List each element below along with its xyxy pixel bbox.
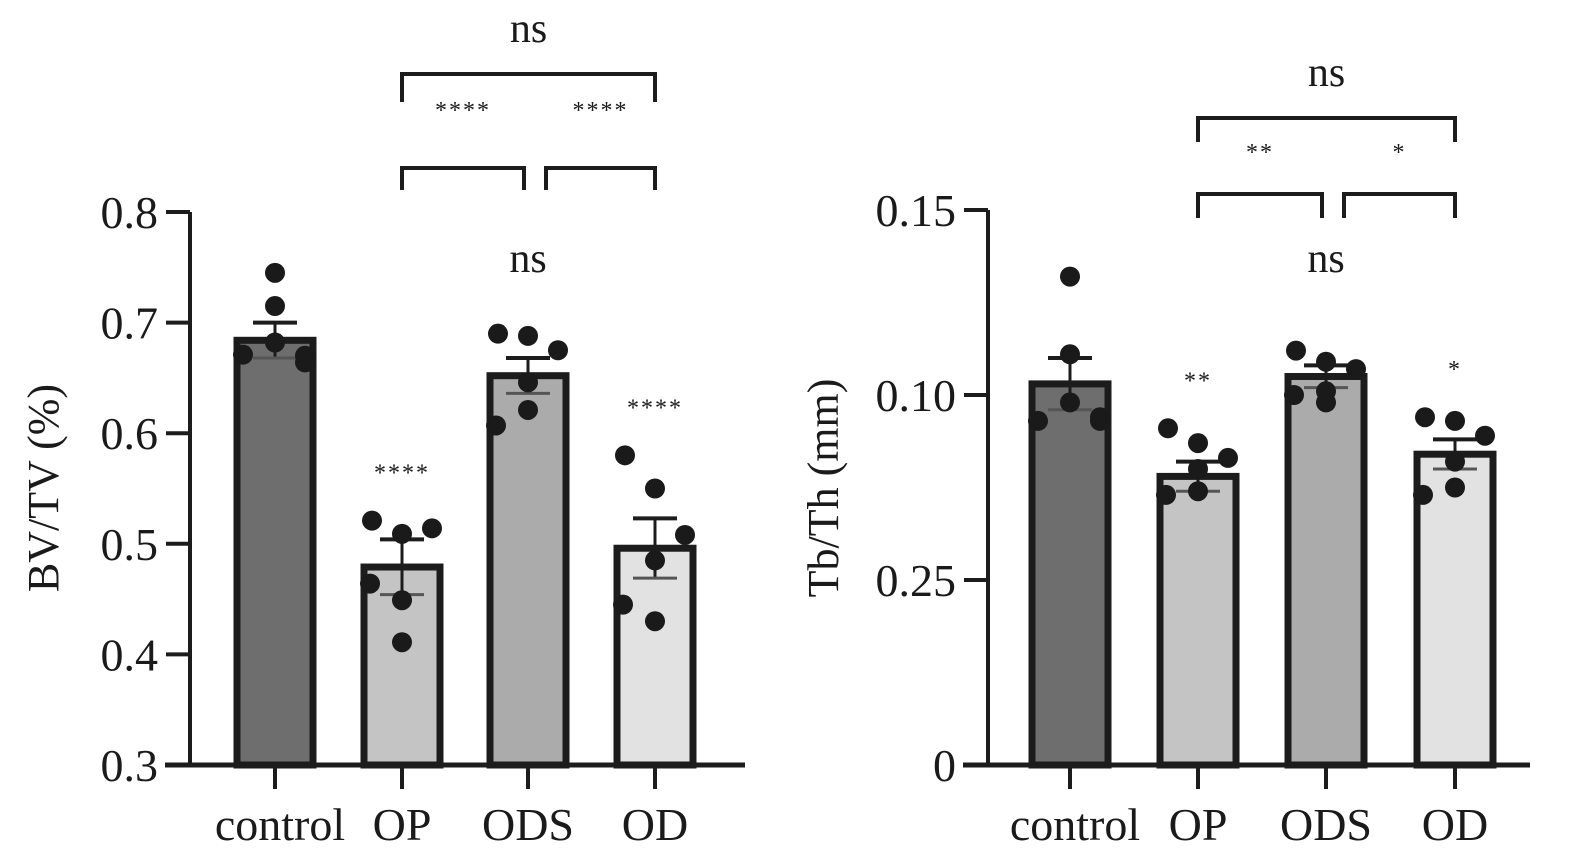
data-point xyxy=(1028,410,1048,431)
data-point xyxy=(1060,266,1080,287)
data-point xyxy=(1188,433,1208,454)
x-tick-label-od: OD xyxy=(622,799,688,850)
data-point xyxy=(1158,418,1178,439)
data-point xyxy=(675,524,695,545)
data-point xyxy=(615,445,635,466)
x-tick-label-control: control xyxy=(1010,799,1140,850)
bar-control xyxy=(233,336,317,769)
significance-stars: **** xyxy=(627,395,683,421)
data-point xyxy=(233,344,253,365)
x-tick-label-op: OP xyxy=(373,799,432,850)
bracket-label: ** xyxy=(1246,140,1274,166)
y-tick-label: 0.8 xyxy=(101,187,159,238)
data-point xyxy=(548,340,568,361)
y-tick-label: 0.10 xyxy=(876,370,957,421)
y-axis-title: BV/TV (%) xyxy=(19,384,68,592)
data-point xyxy=(1188,459,1208,479)
bracket-label: ns xyxy=(510,6,547,52)
data-point xyxy=(360,573,380,594)
data-point xyxy=(1060,344,1080,365)
data-point xyxy=(1475,425,1495,446)
data-point xyxy=(265,332,285,353)
y-tick-label: 0.5 xyxy=(101,519,159,570)
data-point xyxy=(1156,484,1176,505)
x-tick-label-control: control xyxy=(215,799,345,850)
data-point xyxy=(645,611,665,632)
data-point xyxy=(1445,451,1465,472)
significance-bracket xyxy=(1196,116,1457,142)
data-point xyxy=(486,415,506,436)
data-point xyxy=(613,594,633,615)
significance-ns: ns xyxy=(509,236,546,282)
y-tick-label: 0.7 xyxy=(101,298,159,349)
data-point xyxy=(518,399,538,420)
significance-ns: ns xyxy=(1307,236,1344,282)
y-tick-label: 0.15 xyxy=(876,185,957,236)
bracket-label: ns xyxy=(1308,50,1345,96)
bar-control xyxy=(1028,380,1112,769)
y-tick-label: 0.6 xyxy=(101,408,159,459)
data-point xyxy=(645,478,665,499)
data-point xyxy=(488,323,508,344)
data-point xyxy=(1445,410,1465,431)
data-point xyxy=(1415,407,1435,428)
data-point xyxy=(1218,447,1238,468)
bar-ods xyxy=(1284,373,1368,769)
data-point xyxy=(1060,392,1080,413)
data-point xyxy=(1090,410,1110,431)
data-point xyxy=(1284,385,1304,405)
y-tick-label: 0.3 xyxy=(101,740,159,791)
data-point xyxy=(1316,392,1336,413)
bracket-label: * xyxy=(1393,140,1407,166)
significance-stars: **** xyxy=(374,461,430,487)
data-point xyxy=(1413,484,1433,505)
bracket-label: **** xyxy=(573,98,629,124)
bracket-label: **** xyxy=(435,98,491,124)
data-point xyxy=(645,550,665,571)
y-tick-label: 0.25 xyxy=(876,555,957,606)
significance-bracket xyxy=(1342,192,1457,218)
data-point xyxy=(392,523,412,544)
data-point xyxy=(422,518,442,539)
data-point xyxy=(295,345,315,366)
data-point xyxy=(392,590,412,611)
data-point xyxy=(392,632,412,653)
x-tick-label-ods: ODS xyxy=(1280,799,1372,850)
x-tick-label-op: OP xyxy=(1169,799,1228,850)
data-point xyxy=(362,510,382,531)
significance-bracket xyxy=(400,166,526,190)
data-point xyxy=(1286,340,1306,361)
y-tick-label: 0 xyxy=(933,740,956,791)
y-axis-title: Tb/Th (mm) xyxy=(799,379,848,598)
bvtv-chart: BV/TV (%) 0.3 0.4 0.5 0.6 0.7 0.8 control OP ODS O… xyxy=(19,6,745,850)
significance-stars: * xyxy=(1448,357,1462,383)
x-tick-label-od: OD xyxy=(1422,799,1488,850)
bar-ods xyxy=(486,372,570,769)
data-point xyxy=(1316,351,1336,372)
data-point xyxy=(1346,359,1366,380)
significance-bracket xyxy=(1196,192,1324,218)
x-tick-label-ods: ODS xyxy=(482,799,574,850)
y-tick-label: 0.4 xyxy=(101,629,159,680)
data-point xyxy=(518,372,538,393)
data-point xyxy=(1445,477,1465,498)
data-point xyxy=(1188,481,1208,502)
data-point xyxy=(518,325,538,346)
data-point xyxy=(265,296,285,317)
significance-stars: ** xyxy=(1184,368,1212,394)
bar-op xyxy=(1156,472,1240,769)
significance-bracket xyxy=(400,72,657,102)
significance-bracket xyxy=(544,166,657,190)
bar-od xyxy=(613,544,697,769)
data-point xyxy=(265,262,285,283)
